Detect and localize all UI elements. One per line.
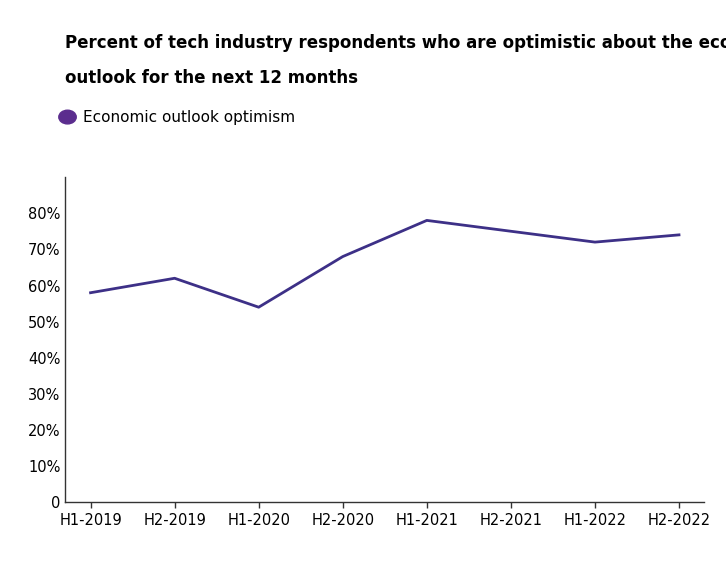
Text: outlook for the next 12 months: outlook for the next 12 months: [65, 69, 359, 87]
Text: Percent of tech industry respondents who are optimistic about the economic: Percent of tech industry respondents who…: [65, 34, 726, 53]
Text: Economic outlook optimism: Economic outlook optimism: [83, 110, 295, 124]
